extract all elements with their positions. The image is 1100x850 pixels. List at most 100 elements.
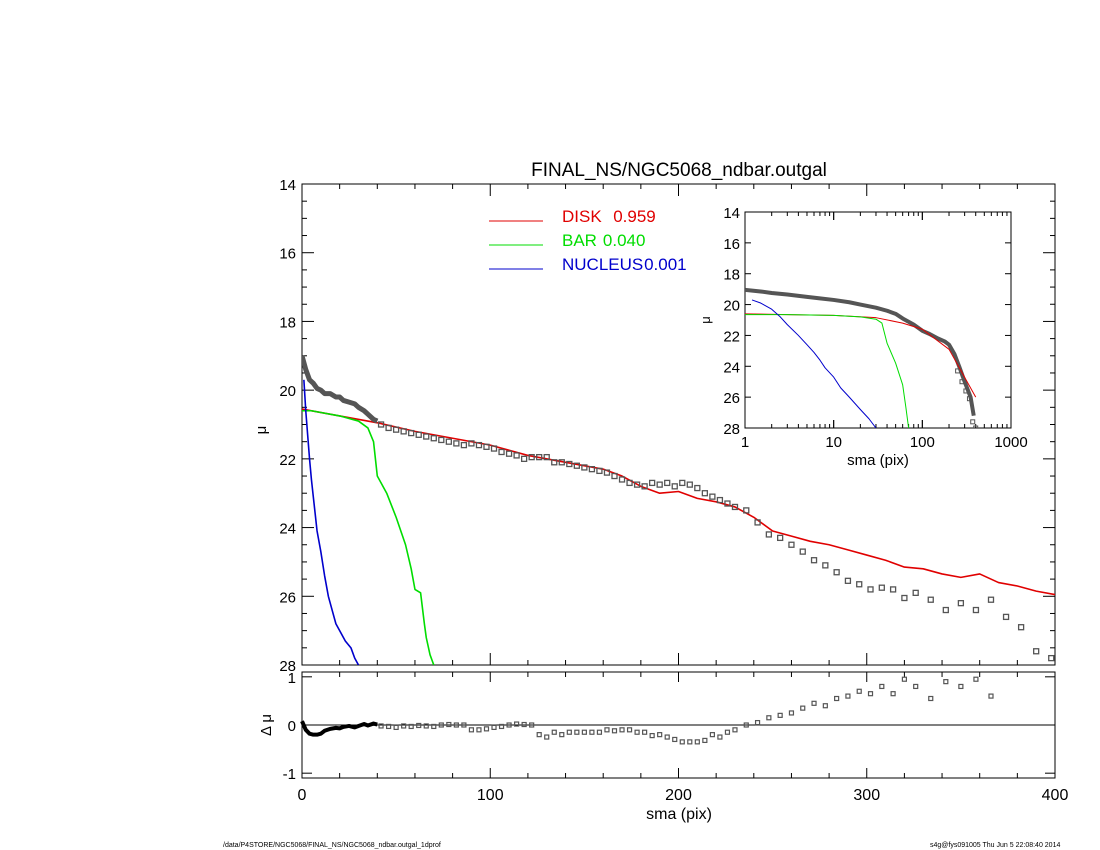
inset-bar-line: [745, 314, 910, 428]
data-point: [942, 606, 949, 614]
data-point: [543, 453, 550, 461]
residual-point: [649, 732, 655, 739]
residual-point: [385, 723, 392, 730]
residual-point: [596, 729, 603, 735]
data-point: [972, 606, 980, 614]
residual-point: [521, 721, 527, 728]
data-point: [724, 500, 731, 507]
x-tick-label: 1: [741, 434, 749, 451]
residual-point: [879, 683, 885, 690]
data-point: [671, 483, 678, 490]
data-point: [648, 479, 656, 487]
y-tick-label: 28: [723, 421, 740, 438]
data-point: [1033, 648, 1040, 655]
y-tick-label: 18: [723, 267, 740, 284]
data-point: [400, 428, 407, 435]
y-tick-label: -1: [283, 766, 296, 783]
disk-line: [302, 408, 1055, 596]
data-point: [633, 481, 641, 488]
residual-point: [672, 736, 678, 743]
data-point: [430, 435, 437, 442]
residual-point: [416, 722, 422, 729]
residual-point: [811, 700, 817, 706]
data-point: [743, 507, 750, 514]
y-tick-label: 16: [279, 246, 296, 263]
data-point: [498, 448, 505, 456]
main-plot: 14 16 18 20 22 24 26 28 μ DISK 0.959 BAR 0.040 NUCLEU…: [253, 177, 1056, 675]
data-point: [656, 481, 663, 488]
residual-point: [724, 729, 731, 735]
data-point: [716, 496, 724, 504]
residual-point: [611, 728, 618, 734]
data-point: [777, 534, 784, 542]
residual-point: [845, 693, 851, 699]
residual-point: [973, 676, 979, 682]
residual-point: [491, 724, 497, 731]
y-tick-label: 24: [723, 359, 740, 376]
chart-title: FINAL_NS/NGC5068_ndbar.outgal: [531, 160, 827, 181]
residual-point: [529, 722, 535, 728]
residual-point: [901, 676, 908, 682]
data-point: [679, 479, 686, 487]
residual-point: [679, 739, 685, 745]
residual-point: [589, 729, 595, 735]
x-tick-label: 10: [825, 434, 842, 451]
data-point: [408, 429, 415, 437]
data-point: [1017, 624, 1025, 631]
residual-point: [657, 732, 663, 738]
x-tick-label: 100: [910, 434, 935, 451]
data-point: [626, 479, 633, 487]
residual-point: [928, 695, 934, 702]
data-point: [822, 562, 829, 569]
residual-point: [574, 729, 580, 735]
residual-point: [717, 734, 723, 740]
data-point: [833, 569, 840, 576]
residual-point: [626, 727, 633, 733]
inset-data-line: [745, 287, 976, 416]
residual-point: [461, 722, 467, 728]
nucleus-line: [303, 379, 360, 665]
data-point: [889, 586, 897, 593]
residual-point: [446, 721, 452, 728]
residual-point: [800, 705, 806, 711]
data-point: [867, 586, 874, 593]
data-point: [475, 441, 483, 449]
data-point: [641, 483, 648, 490]
data-point: [596, 467, 603, 475]
y-tick-label: 18: [279, 314, 296, 331]
x-tick-label: 300: [853, 787, 880, 804]
legend-label: BAR: [562, 231, 597, 250]
data-point: [856, 581, 863, 588]
data-point: [468, 440, 475, 447]
data-point: [878, 584, 885, 591]
data-point: [415, 431, 422, 438]
inset-plot: 14 16 18 20 22 24 26 281 10 100 1000 sma (pix) μ: [698, 205, 1028, 469]
data-point: [505, 450, 513, 457]
data-point: [927, 596, 934, 603]
data-point: [1002, 613, 1010, 621]
data-point: [566, 460, 573, 468]
residual-point: [958, 683, 964, 690]
y-tick-label: 20: [723, 298, 740, 315]
residual-point: [566, 729, 572, 735]
data-point: [377, 421, 385, 428]
residual-point: [788, 710, 795, 716]
residual-point: [743, 722, 749, 728]
data-point: [588, 466, 596, 473]
residual-point: [664, 734, 670, 740]
residual-point: [766, 715, 772, 721]
data-point: [1048, 654, 1055, 662]
data-point: [957, 600, 965, 607]
data-point: [765, 531, 773, 538]
residual-point: [619, 727, 625, 733]
data-point: [423, 433, 430, 440]
residual-point: [423, 723, 429, 729]
residual-point: [834, 695, 840, 702]
data-point: [987, 596, 995, 603]
x-tick-label: 400: [1042, 787, 1069, 804]
residual-point: [856, 688, 862, 694]
residual-point: [732, 727, 738, 733]
residual-point: [378, 723, 384, 729]
residual-point: [544, 734, 550, 740]
residual-point: [438, 722, 444, 728]
